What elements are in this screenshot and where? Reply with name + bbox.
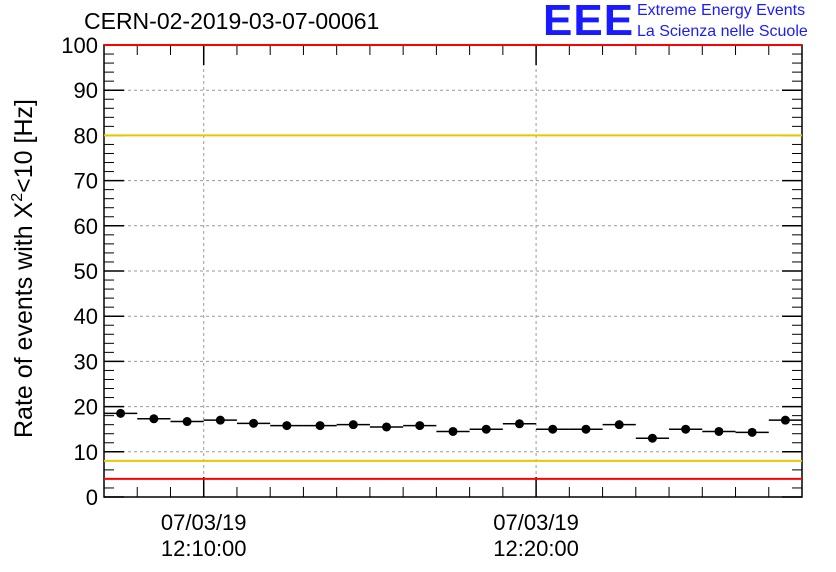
data-point [215, 415, 225, 425]
x-tick-date-label: 07/03/19 [493, 510, 579, 535]
data-point [548, 424, 558, 434]
x-tick-date-label: 07/03/19 [161, 510, 247, 535]
data-point [614, 420, 624, 430]
data-point [382, 422, 392, 432]
logo-line-2: La Scienza nelle Scuole [637, 23, 808, 40]
data-point [415, 421, 425, 431]
y-tick-label: 0 [86, 485, 98, 510]
data-point [514, 419, 524, 429]
logo-line-1: Extreme Energy Events [637, 2, 806, 19]
y-tick-label: 90 [74, 78, 98, 103]
data-point [681, 424, 691, 434]
data-point [647, 433, 657, 443]
data-point [780, 415, 790, 425]
y-tick-label: 50 [74, 259, 98, 284]
y-axis-label: Rate of events with X2<10 [Hz] [9, 99, 38, 438]
eee-logo: EEE Extreme Energy Events La Scienza nel… [543, 0, 833, 46]
y-tick-label: 10 [74, 440, 98, 465]
data-point [116, 408, 126, 418]
data-point [581, 424, 591, 434]
eee-logo-mark: EEE [543, 0, 635, 45]
x-tick-time-label: 12:10:00 [161, 536, 247, 561]
y-tick-label: 40 [74, 304, 98, 329]
data-point [481, 424, 491, 434]
data-point [747, 427, 757, 437]
chart-title: CERN-02-2019-03-07-00061 [84, 8, 380, 34]
data-point [714, 426, 724, 436]
data-point [315, 421, 325, 431]
y-tick-label: 30 [74, 349, 98, 374]
data-point [249, 418, 259, 428]
x-tick-time-label: 12:20:00 [493, 536, 579, 561]
data-point [282, 421, 292, 431]
y-tick-label: 60 [74, 214, 98, 239]
y-tick-label: 100 [61, 33, 98, 58]
data-point [182, 417, 192, 427]
y-tick-label: 70 [74, 169, 98, 194]
data-point [348, 420, 358, 430]
y-tick-label: 20 [74, 395, 98, 420]
data-point [448, 426, 458, 436]
data-point [149, 414, 159, 424]
y-tick-label: 80 [74, 123, 98, 148]
